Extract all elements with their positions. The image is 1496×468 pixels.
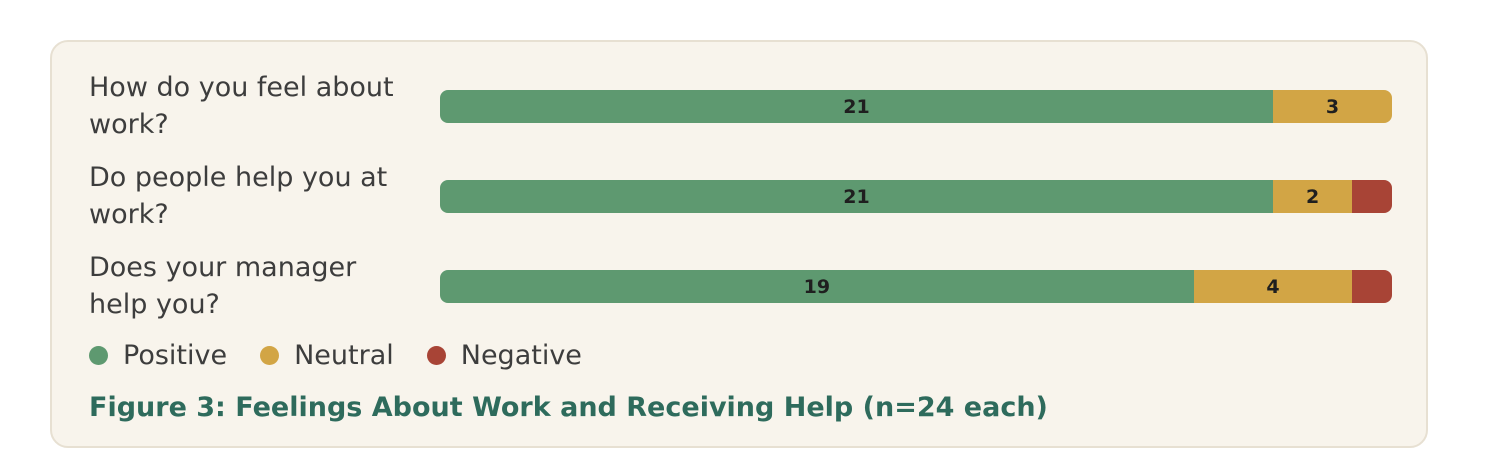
- bar-segment-neutral: 2: [1273, 180, 1353, 213]
- legend-dot-positive: [89, 346, 108, 365]
- bar-segment-negative: [1352, 180, 1392, 213]
- bar-segment-negative: [1352, 270, 1392, 303]
- stacked-bar: 19 4: [440, 270, 1392, 303]
- question-label: Does your manager help you?: [89, 252, 357, 320]
- data-label: 21: [843, 95, 870, 118]
- bar-segment-neutral: 3: [1273, 90, 1392, 123]
- data-label: 3: [1325, 95, 1340, 118]
- data-label: 4: [1266, 275, 1280, 298]
- chart-card: How do you feel about work? 21 3 Do people …: [50, 40, 1428, 448]
- data-label: 21: [843, 185, 870, 208]
- legend-label-positive: Positive: [123, 340, 228, 371]
- legend-label-neutral: Neutral: [294, 340, 394, 371]
- bar-segment-positive: 21: [440, 90, 1273, 123]
- stacked-bar: 21 3: [440, 90, 1392, 123]
- legend: Positive Neutral Negative: [89, 340, 615, 371]
- legend-dot-neutral: [260, 346, 280, 365]
- bar-segment-positive: 21: [440, 180, 1273, 213]
- bar-segment-positive: 19: [440, 270, 1194, 303]
- question-label: Do people help you at work?: [89, 162, 388, 230]
- legend-item-negative: Negative: [426, 340, 582, 371]
- legend-item-positive: Positive: [89, 340, 227, 371]
- legend-label-negative: Negative: [460, 340, 582, 371]
- bar-segment-neutral: 4: [1193, 270, 1353, 303]
- legend-item-neutral: Neutral: [260, 340, 394, 371]
- question-label: How do you feel about work?: [89, 72, 394, 140]
- figure-caption: Figure 3: Feelings About Work and Receiv…: [89, 392, 1048, 423]
- legend-dot-negative: [426, 346, 446, 365]
- data-label: 2: [1306, 185, 1320, 208]
- stacked-bar: 21 2: [440, 180, 1392, 213]
- data-label: 19: [803, 275, 831, 298]
